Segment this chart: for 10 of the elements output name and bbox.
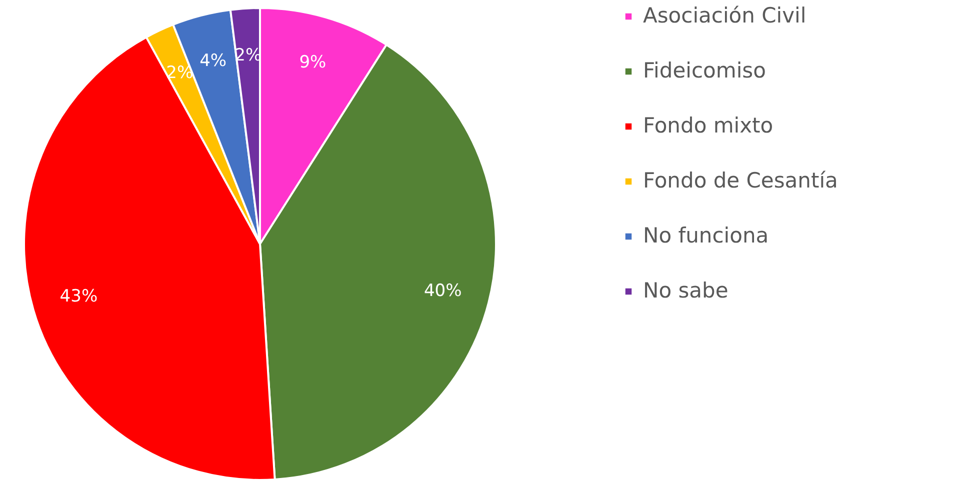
legend-label: Asociación Civil bbox=[643, 4, 806, 28]
legend-label: No sabe bbox=[643, 278, 728, 302]
data-label: 9% bbox=[299, 52, 326, 73]
legend-label: Fondo de Cesantía bbox=[643, 168, 838, 192]
legend-label: No funciona bbox=[643, 224, 769, 248]
legend-label: Fideicomiso bbox=[643, 58, 766, 82]
data-label: 40% bbox=[424, 280, 462, 301]
legend-label: Fondo mixto bbox=[643, 114, 774, 138]
data-label: 43% bbox=[60, 286, 98, 307]
data-label: 4% bbox=[200, 51, 227, 72]
